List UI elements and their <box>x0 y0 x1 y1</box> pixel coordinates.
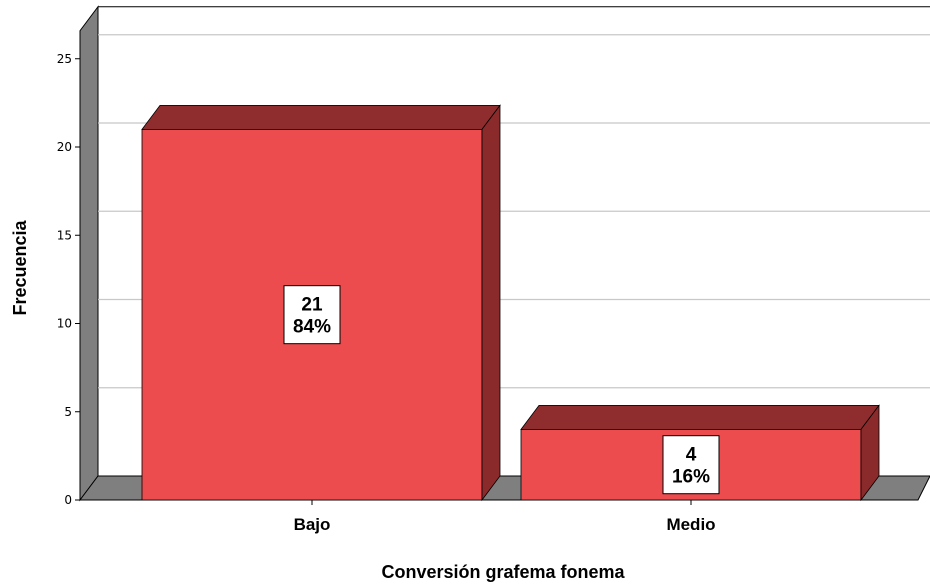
bar-top-medio <box>520 404 880 430</box>
data-label-box <box>283 285 341 345</box>
left-wall <box>79 5 99 502</box>
y-axis-title: Frecuencia <box>10 219 30 315</box>
y-tick-label: 0 <box>64 493 72 507</box>
data-label-box <box>662 435 720 495</box>
y-axis-ticks: 0 5 10 15 20 25 <box>57 30 81 507</box>
y-tick-label: 15 <box>57 228 72 242</box>
y-tick-label: 5 <box>64 405 72 419</box>
data-label-count: 21 <box>301 295 323 316</box>
x-axis-title: Conversión grafema fonema <box>381 562 625 582</box>
bar-top-bajo <box>141 104 501 130</box>
bar-side-medio <box>860 404 880 502</box>
category-label-bajo: Bajo <box>294 515 331 534</box>
x-axis-categories: Bajo Medio <box>294 500 716 534</box>
data-label-count: 4 <box>686 445 697 466</box>
y-tick-label: 25 <box>57 52 72 66</box>
data-label-percent: 84% <box>293 317 331 338</box>
bars <box>141 104 880 502</box>
y-tick-label: 10 <box>57 317 72 331</box>
category-label-medio: Medio <box>666 515 715 534</box>
y-tick-label: 20 <box>57 140 72 154</box>
bar-side-bajo <box>481 104 501 502</box>
data-label-percent: 16% <box>672 467 710 488</box>
data-label-medio: 416% <box>662 435 720 495</box>
